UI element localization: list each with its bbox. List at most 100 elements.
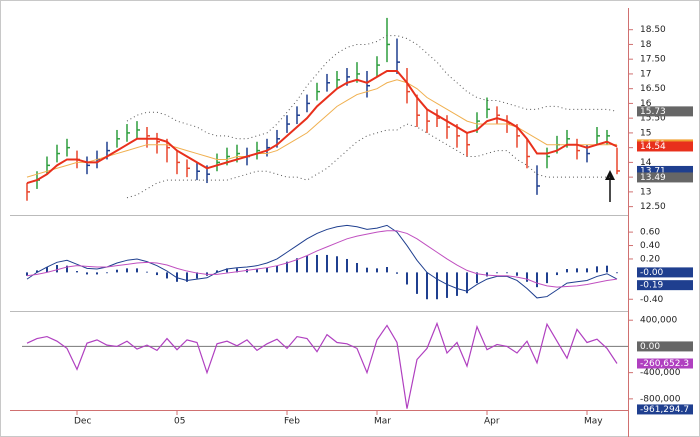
- histogram-bar: [256, 269, 258, 273]
- price-bar: [576, 138, 580, 160]
- histogram-bar: [416, 272, 418, 294]
- y-tick-label: -800,000: [640, 394, 681, 404]
- histogram-bar: [156, 272, 158, 276]
- value-tag-label: 0.00: [640, 342, 660, 352]
- price-bar: [56, 144, 60, 163]
- value-tag: [637, 404, 693, 415]
- y-tick-label: 13: [640, 187, 651, 197]
- histogram-bar: [116, 269, 118, 273]
- histogram-bar: [196, 272, 198, 279]
- series-line: [126, 35, 618, 140]
- value-tag: [637, 280, 693, 291]
- histogram-bar: [26, 272, 28, 276]
- histogram-bar: [366, 267, 368, 273]
- y-tick-label: 15: [640, 128, 651, 138]
- price-bar: [306, 94, 310, 113]
- histogram-bar: [356, 262, 358, 273]
- histogram-bar: [586, 268, 588, 273]
- price-bar: [616, 147, 620, 175]
- histogram-bar: [546, 272, 548, 284]
- series-line: [26, 224, 618, 299]
- y-tick-label: 12.50: [640, 202, 666, 212]
- y-tick-label: 17: [640, 69, 651, 79]
- price-bar: [376, 56, 380, 77]
- histogram-bar: [596, 266, 598, 273]
- histogram-bar: [226, 268, 228, 273]
- value-tag-label: 14.54: [640, 142, 666, 152]
- price-bar: [536, 165, 540, 195]
- price-bar: [596, 127, 600, 145]
- histogram-bar: [126, 268, 128, 273]
- price-bar: [396, 38, 400, 74]
- histogram-bar: [606, 265, 608, 273]
- price-bar: [126, 124, 130, 142]
- price-bar: [426, 109, 430, 133]
- histogram-bar: [346, 258, 348, 273]
- value-tag: [637, 106, 693, 117]
- histogram-bar: [176, 272, 178, 282]
- histogram-bar: [106, 272, 108, 274]
- price-bar: [86, 156, 90, 175]
- price-bar: [116, 129, 120, 148]
- y-tick-label: 15.50: [640, 114, 666, 124]
- histogram-bar: [316, 254, 318, 273]
- value-tag-label: -260,652.3: [640, 359, 689, 369]
- price-bar: [316, 82, 320, 101]
- y-tick-label: 17.50: [640, 55, 666, 65]
- y-tick-label: -0.40: [640, 295, 664, 305]
- y-tick-label: 0.40: [640, 241, 660, 251]
- histogram-bar: [376, 268, 378, 273]
- histogram-bar: [146, 271, 148, 273]
- price-bar: [156, 132, 160, 154]
- histogram-bar: [436, 272, 438, 300]
- value-tag-label: -0.00: [640, 268, 664, 278]
- histogram-bar: [136, 268, 138, 273]
- arrow: [605, 170, 615, 202]
- price-bar: [136, 121, 140, 139]
- histogram-bar: [496, 272, 498, 274]
- histogram-bar: [186, 272, 188, 282]
- y-tick-label: 18.50: [640, 25, 666, 35]
- x-tick-label: May: [584, 417, 603, 427]
- series-line: [26, 321, 618, 409]
- value-tag: [637, 141, 693, 152]
- histogram-bar: [466, 272, 468, 294]
- y-tick-label: 0.20: [640, 254, 660, 264]
- histogram-bar: [556, 272, 558, 276]
- value-tag: [637, 172, 693, 183]
- x-tick-label: 05: [174, 417, 185, 427]
- histogram-bar: [526, 272, 528, 282]
- histogram-bar: [396, 272, 398, 274]
- x-tick-label: Dec: [74, 417, 91, 427]
- histogram-bar: [36, 270, 38, 273]
- price-bar: [66, 138, 70, 157]
- histogram-bar: [386, 267, 388, 273]
- histogram-bar: [406, 272, 408, 285]
- histogram-bar: [56, 265, 58, 273]
- histogram-bar: [336, 256, 338, 273]
- y-tick-label: 0.60: [640, 228, 660, 238]
- histogram-bar: [446, 272, 448, 298]
- y-tick-label: 400,000: [640, 316, 677, 326]
- value-tag: [637, 341, 693, 352]
- price-bar: [256, 141, 260, 160]
- price-bar: [286, 115, 290, 133]
- histogram-bar: [616, 272, 618, 274]
- histogram-bar: [576, 268, 578, 273]
- y-tick-label: -400,000: [640, 368, 681, 378]
- x-tick-label: Apr: [484, 417, 500, 427]
- price-bar: [296, 106, 300, 125]
- series-line: [26, 230, 618, 288]
- price-bar: [196, 162, 200, 181]
- histogram-bar: [566, 269, 568, 273]
- price-bar: [336, 70, 340, 89]
- histogram-bar: [96, 272, 98, 275]
- y-tick-label: 16: [640, 99, 652, 109]
- price-bar: [486, 97, 490, 119]
- histogram-bar: [536, 272, 538, 288]
- price-bar: [406, 68, 410, 104]
- histogram-bar: [46, 267, 48, 273]
- histogram-bar: [476, 272, 478, 284]
- price-bar: [466, 132, 470, 157]
- x-tick-label: Feb: [284, 417, 300, 427]
